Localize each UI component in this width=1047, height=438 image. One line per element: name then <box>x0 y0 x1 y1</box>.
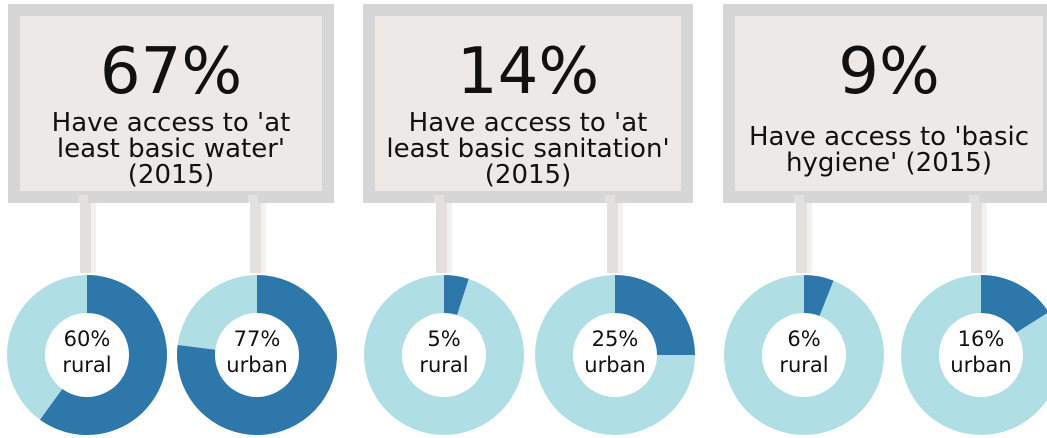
donut-hygiene-rural-pct: 6% <box>787 327 821 351</box>
hygiene-line-2: hygiene' (2015) <box>786 148 992 178</box>
donut-hygiene-urban: 16% urban <box>898 272 1047 438</box>
donut-hygiene-urban-chart <box>901 275 1047 435</box>
sanitation-line-3: (2015) <box>484 160 572 190</box>
sanitation-line-1: Have access to 'at <box>408 108 648 138</box>
donut-hole <box>762 313 846 397</box>
donut-hygiene-rural-group: rural <box>779 353 829 377</box>
donut-water-urban-chart <box>176 275 337 435</box>
donut-sanitation-urban-chart <box>535 275 695 435</box>
pole-water-urban <box>248 195 266 273</box>
donut-hole <box>939 313 1023 397</box>
donut-hygiene-rural-label: 6% rural <box>721 326 887 378</box>
donut-hygiene-rural-chart <box>724 275 884 435</box>
pole-hygiene-rural <box>794 195 812 273</box>
donut-hole <box>402 313 486 397</box>
water-percent: 67% <box>99 35 243 109</box>
hygiene-line-1: Have access to 'basic <box>748 122 1030 152</box>
pole-sanitation-rural <box>434 195 452 273</box>
sanitation-line-2: least basic sanitation' <box>386 134 670 164</box>
water-line-2: least basic water' <box>56 134 286 164</box>
stat-card-hygiene: 9% Have access to 'basic hygiene' (2015) <box>723 4 1047 203</box>
donut-sanitation-rural-chart <box>364 275 524 435</box>
sanitation-description: Have access to 'at least basic sanitatio… <box>375 110 681 188</box>
donut-hygiene-rural: 6% rural <box>721 272 887 438</box>
donut-sanitation-rural-group: rural <box>419 353 469 377</box>
donut-sanitation-urban-group: urban <box>584 353 646 377</box>
stat-card-water: 67% Have access to 'at least basic water… <box>8 4 334 203</box>
pole-water-rural <box>78 195 96 273</box>
donut-water-rural-pct: 60% <box>63 327 111 351</box>
donut-sanitation-rural-label: 5% rural <box>361 326 527 378</box>
donut-sanitation-rural-pct: 5% <box>427 327 461 351</box>
donut-water-urban-group: urban <box>226 353 288 377</box>
hygiene-description: Have access to 'basic hygiene' (2015) <box>735 124 1043 176</box>
donut-hygiene-urban-pct: 16% <box>957 327 1005 351</box>
hygiene-percent: 9% <box>838 35 940 109</box>
donut-water-urban-label: 77% urban <box>174 326 340 378</box>
donut-hygiene-urban-group: urban <box>950 353 1012 377</box>
donut-water-rural-label: 60% rural <box>4 326 170 378</box>
donut-water-urban: 77% urban <box>174 272 340 438</box>
donut-sanitation-rural: 5% rural <box>361 272 527 438</box>
pole-sanitation-urban <box>605 195 623 273</box>
water-line-1: Have access to 'at <box>51 108 291 138</box>
donut-sanitation-urban: 25% urban <box>532 272 698 438</box>
donut-hole <box>45 313 129 397</box>
donut-hole <box>215 313 299 397</box>
water-description: Have access to 'at least basic water' (2… <box>20 110 322 188</box>
donut-water-rural-chart <box>7 275 168 435</box>
water-line-3: (2015) <box>127 160 215 190</box>
pole-hygiene-urban <box>969 195 987 273</box>
donut-sanitation-urban-label: 25% urban <box>532 326 698 378</box>
donut-hole <box>573 313 657 397</box>
sanitation-percent: 14% <box>456 35 600 109</box>
donut-hygiene-urban-label: 16% urban <box>898 326 1047 378</box>
donut-water-urban-pct: 77% <box>233 327 281 351</box>
stat-card-sanitation: 14% Have access to 'at least basic sanit… <box>363 4 693 203</box>
donut-sanitation-urban-pct: 25% <box>591 327 639 351</box>
donut-water-rural-group: rural <box>62 353 112 377</box>
donut-water-rural: 60% rural <box>4 272 170 438</box>
